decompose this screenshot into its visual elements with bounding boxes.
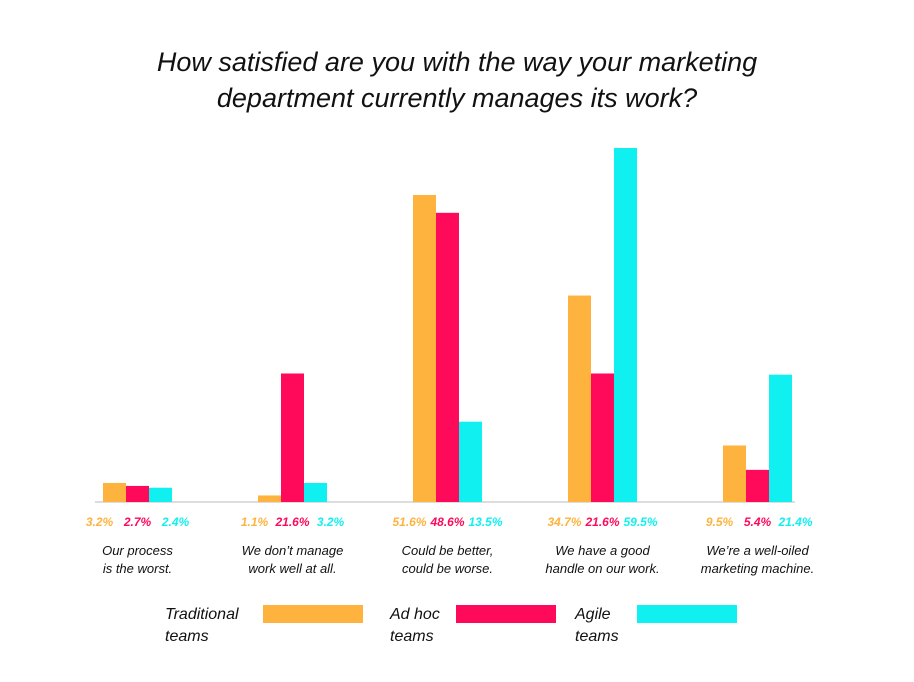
bar	[591, 373, 614, 502]
bar	[769, 374, 792, 502]
x-tick-label: Our process is the worst.	[102, 543, 173, 576]
x-tick-label: We don’t manage work well at all.	[241, 543, 344, 576]
bar	[568, 295, 591, 502]
bar	[459, 421, 482, 502]
value-label: 21.6%	[584, 515, 619, 529]
bar	[126, 485, 149, 502]
value-label: 59.5%	[623, 515, 657, 529]
bar	[723, 445, 746, 502]
value-label: 34.7%	[547, 515, 581, 529]
value-label: 21.4%	[777, 515, 812, 529]
bar	[258, 495, 281, 502]
value-label: 9.5%	[706, 515, 734, 529]
legend-label: Traditional teams	[165, 606, 239, 645]
x-tick-label: We’re a well-oiled marketing machine.	[700, 543, 815, 576]
bar	[149, 487, 172, 502]
value-label: 2.7%	[123, 515, 152, 529]
chart-title: How satisfied are you with the way your …	[156, 47, 758, 113]
value-label: 51.6%	[392, 515, 426, 529]
legend-label: Ad hoc teams	[390, 606, 440, 645]
value-label: 5.4%	[744, 515, 772, 529]
value-label: 1.1%	[241, 515, 269, 529]
bar	[746, 469, 769, 502]
bar	[281, 373, 304, 502]
x-tick-label: Could be better, could be worse.	[401, 543, 494, 576]
value-label: 3.2%	[317, 515, 345, 529]
bar	[413, 194, 436, 503]
bar	[304, 482, 327, 502]
x-tick-label: We have a good handle on our work.	[545, 543, 660, 576]
value-label: 13.5%	[468, 515, 502, 529]
bar	[103, 482, 126, 502]
value-label: 48.6%	[429, 515, 464, 529]
legend-label: Agile teams	[575, 606, 619, 645]
legend-swatch	[456, 605, 556, 623]
bar	[436, 212, 459, 502]
value-label: 3.2%	[86, 515, 114, 529]
value-label: 2.4%	[161, 515, 190, 529]
bar	[614, 147, 637, 502]
legend-swatch	[263, 605, 363, 623]
legend-swatch	[637, 605, 737, 623]
value-label: 21.6%	[274, 515, 309, 529]
